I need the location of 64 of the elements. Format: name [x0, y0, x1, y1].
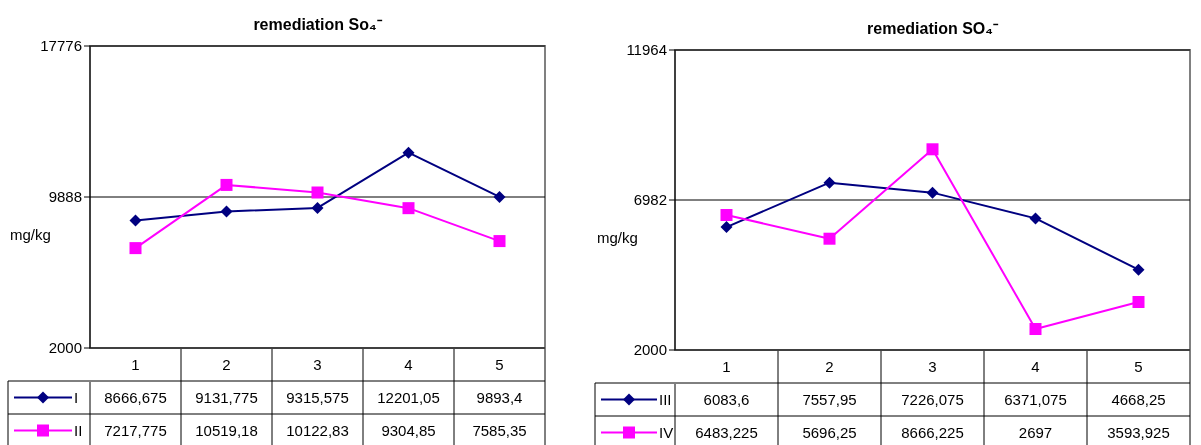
point	[129, 242, 142, 255]
data-label: 4668,25	[1111, 390, 1166, 408]
data-label: 9131,775	[195, 388, 258, 406]
data-label: 7585,35	[472, 421, 527, 439]
point	[129, 214, 142, 227]
y-tick-label: 9888	[48, 188, 82, 205]
x-tick-label: 2	[222, 356, 231, 373]
data-label: 3593,925	[1107, 423, 1170, 441]
data-label: 8666,675	[104, 388, 167, 406]
y-tick-label: 11964	[626, 41, 667, 58]
point	[823, 176, 836, 189]
x-tick-label: 3	[928, 358, 937, 375]
data-label: 7226,075	[901, 390, 964, 408]
y-tick-label: 17776	[40, 37, 82, 54]
legend-label: II	[74, 421, 83, 439]
data-label: 10122,83	[286, 421, 349, 439]
point	[926, 143, 939, 156]
legend-label: IV	[659, 423, 674, 441]
point	[493, 235, 506, 248]
data-label: 7217,775	[104, 421, 167, 439]
data-label: 12201,05	[377, 388, 440, 406]
point	[311, 201, 324, 214]
point	[720, 209, 733, 222]
point	[1132, 263, 1145, 276]
chart-title: remediation So₄⁻	[253, 16, 383, 33]
point	[402, 202, 415, 215]
point	[402, 146, 415, 159]
x-tick-label: 5	[1134, 358, 1143, 375]
point	[926, 186, 939, 199]
y-tick-label: 6982	[633, 191, 667, 208]
data-label: 6483,225	[695, 423, 758, 441]
data-label: 9315,575	[286, 388, 349, 406]
x-tick-label: 4	[404, 356, 413, 373]
legend-label: I	[74, 388, 79, 406]
point	[220, 178, 233, 191]
x-tick-label: 4	[1031, 358, 1040, 375]
x-tick-label: 1	[722, 358, 731, 375]
y-axis-title: mg/kg	[597, 229, 638, 246]
x-tick-label: 3	[313, 356, 322, 373]
point	[1029, 323, 1042, 336]
point	[1029, 212, 1042, 225]
data-label: 9304,85	[381, 421, 436, 439]
legend-label: III	[659, 390, 672, 408]
x-tick-label: 1	[131, 356, 140, 373]
data-label: 9893,4	[476, 388, 523, 406]
y-tick-label: 2000	[633, 341, 667, 358]
data-label: 7557,95	[802, 390, 857, 408]
point	[493, 190, 506, 203]
point	[1132, 296, 1145, 309]
data-label: 5696,25	[802, 423, 857, 441]
point	[311, 186, 324, 199]
y-tick-label: 2000	[48, 339, 82, 356]
point	[823, 232, 836, 245]
chart-title: remediation SO₄⁻	[867, 20, 999, 37]
y-axis-title: mg/kg	[10, 226, 51, 243]
data-label: 2697	[1018, 423, 1053, 441]
data-label: 8666,225	[901, 423, 964, 441]
point	[720, 221, 733, 234]
data-label: 10519,18	[195, 421, 258, 439]
x-tick-label: 2	[825, 358, 834, 375]
data-label: 6371,075	[1004, 390, 1067, 408]
data-label: 6083,6	[703, 390, 750, 408]
x-tick-label: 5	[495, 356, 504, 373]
point	[220, 205, 233, 218]
